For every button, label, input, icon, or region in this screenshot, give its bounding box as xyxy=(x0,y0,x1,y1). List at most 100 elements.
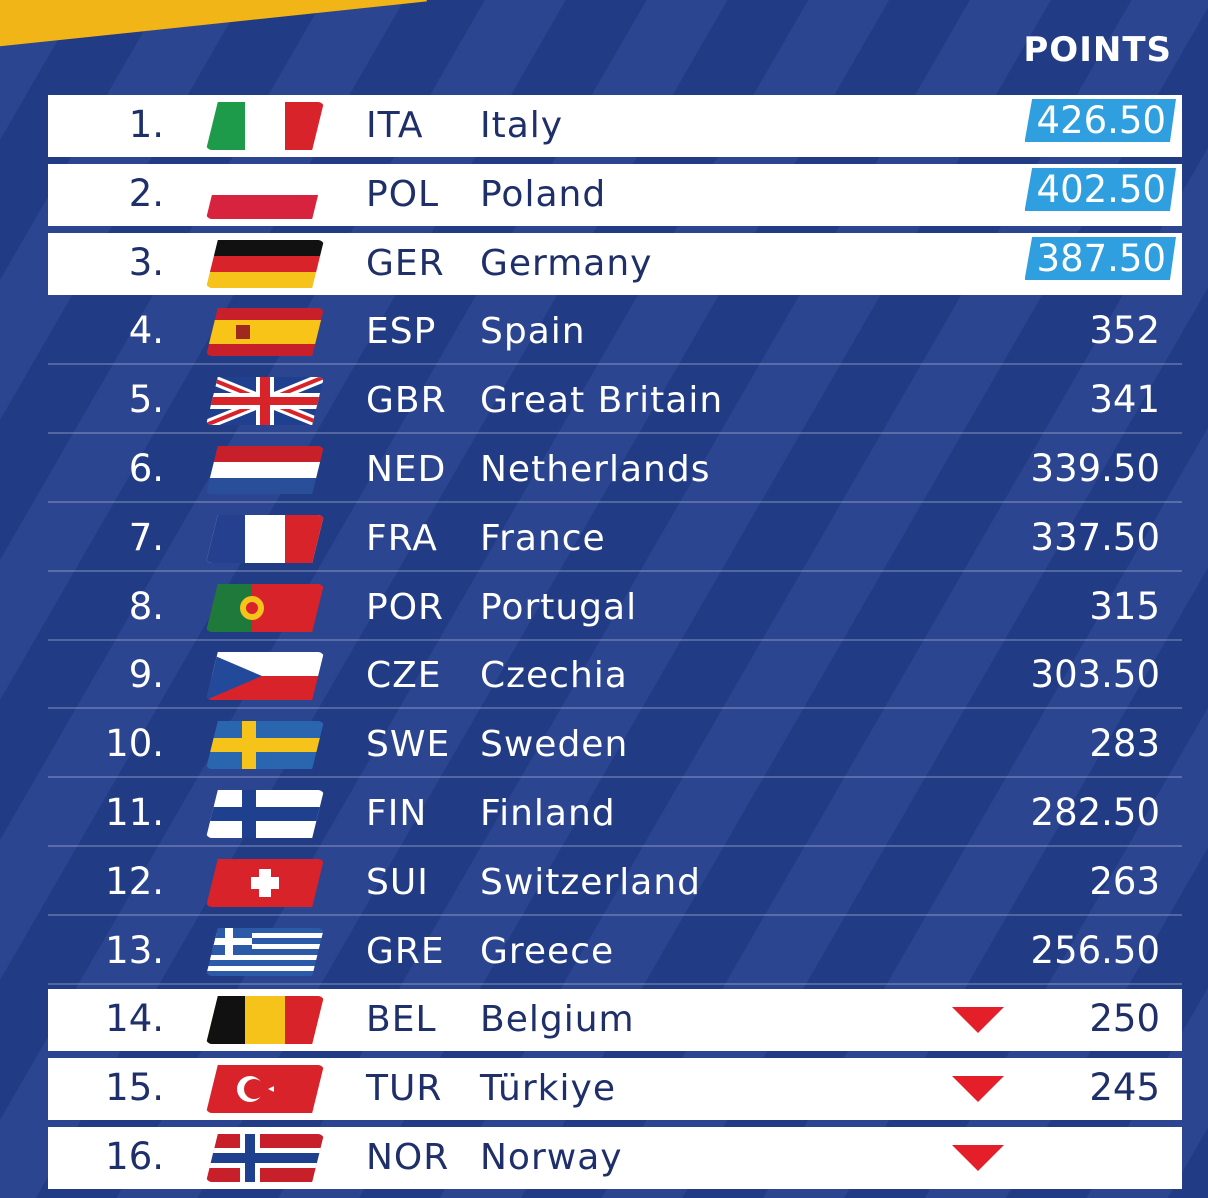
ranking-row-gre: 13. GRE Greece 256.50 xyxy=(48,921,1182,985)
ranking-row-ger: 3. GER Germany 387.50 xyxy=(48,233,1182,295)
norway-flag-icon xyxy=(206,1134,324,1182)
country-code: ESP xyxy=(366,311,436,352)
ranking-row-cze: 9. CZE Czechia 303.50 xyxy=(48,645,1182,709)
belgium-flag-icon xyxy=(206,996,324,1044)
rank-number: 2. xyxy=(129,172,164,215)
country-name: Italy xyxy=(480,105,563,146)
country-name: Portugal xyxy=(480,587,637,628)
finland-flag-icon xyxy=(206,790,324,838)
ranking-row-ned: 6. NED Netherlands 339.50 xyxy=(48,439,1182,503)
rank-number: 4. xyxy=(129,309,164,352)
rank-number: 14. xyxy=(105,997,164,1040)
country-name: Germany xyxy=(480,243,652,284)
points-value: 303.50 xyxy=(1031,653,1160,696)
points-value: 263 xyxy=(1089,860,1160,903)
sweden-flag-icon xyxy=(206,721,324,769)
ranking-row-swe: 10. SWE Sweden 283 xyxy=(48,714,1182,778)
country-code: ITA xyxy=(366,105,423,146)
points-value: 283 xyxy=(1089,722,1160,765)
points-value: 352 xyxy=(1089,309,1160,352)
points-value: 282.50 xyxy=(1031,791,1160,834)
rank-number: 16. xyxy=(105,1135,164,1178)
points-value: 245 xyxy=(1089,1066,1160,1109)
spain-flag-icon xyxy=(206,308,324,356)
greece-flag-icon xyxy=(206,928,324,976)
top-accent-stripe xyxy=(0,0,427,50)
country-code: CZE xyxy=(366,655,442,696)
rank-number: 7. xyxy=(129,516,164,559)
ranking-row-tur: 15. TUR Türkiye 245 xyxy=(48,1058,1182,1120)
country-code: GER xyxy=(366,243,445,284)
country-name: France xyxy=(480,518,606,559)
down-arrow-icon xyxy=(952,1076,1004,1102)
points-column-header: POINTS xyxy=(1023,30,1172,70)
ranking-row-bel: 14. BEL Belgium 250 xyxy=(48,989,1182,1051)
country-name: Norway xyxy=(480,1137,623,1178)
rank-number: 8. xyxy=(129,585,164,628)
italy-flag-icon xyxy=(206,102,324,150)
portugal-flag-icon xyxy=(206,584,324,632)
country-code: NED xyxy=(366,449,446,490)
country-name: Türkiye xyxy=(480,1068,616,1109)
country-code: POL xyxy=(366,174,439,215)
country-name: Great Britain xyxy=(480,380,723,421)
points-value: 341 xyxy=(1089,378,1160,421)
country-code: GRE xyxy=(366,931,445,972)
rank-number: 15. xyxy=(105,1066,164,1109)
rank-number: 5. xyxy=(129,378,164,421)
country-name: Sweden xyxy=(480,724,628,765)
ranking-row-gbr: 5. GBR Great Britain 341 xyxy=(48,370,1182,434)
czechia-flag-icon xyxy=(206,652,324,700)
rank-number: 1. xyxy=(129,103,164,146)
ranking-row-esp: 4. ESP Spain 352 xyxy=(48,301,1182,365)
great-britain-flag-icon xyxy=(206,377,324,425)
down-arrow-icon xyxy=(952,1007,1004,1033)
rank-number: 9. xyxy=(129,653,164,696)
country-code: TUR xyxy=(366,1068,442,1109)
country-name: Finland xyxy=(480,793,616,834)
country-code: SWE xyxy=(366,724,450,765)
netherlands-flag-icon xyxy=(206,446,324,494)
country-name: Spain xyxy=(480,311,586,352)
france-flag-icon xyxy=(206,515,324,563)
rank-number: 3. xyxy=(129,241,164,284)
country-name: Greece xyxy=(480,931,614,972)
country-code: SUI xyxy=(366,862,429,903)
poland-flag-icon xyxy=(206,171,324,219)
country-name: Czechia xyxy=(480,655,628,696)
down-arrow-icon xyxy=(952,1145,1004,1171)
germany-flag-icon xyxy=(206,240,324,288)
country-code: POR xyxy=(366,587,444,628)
rank-number: 10. xyxy=(105,722,164,765)
country-code: FIN xyxy=(366,793,427,834)
points-value: 426.50 xyxy=(1025,99,1176,142)
ranking-row-por: 8. POR Portugal 315 xyxy=(48,577,1182,641)
ranking-row-fin: 11. FIN Finland 282.50 xyxy=(48,783,1182,847)
watermark: @孟巍威猛 xyxy=(1040,1132,1180,1172)
rank-number: 11. xyxy=(105,791,164,834)
country-name: Poland xyxy=(480,174,606,215)
ranking-row-pol: 2. POL Poland 402.50 xyxy=(48,164,1182,226)
points-value: 315 xyxy=(1089,585,1160,628)
country-code: BEL xyxy=(366,999,437,1040)
rank-number: 12. xyxy=(105,860,164,903)
points-value: 256.50 xyxy=(1031,929,1160,972)
ranking-row-sui: 12. SUI Switzerland 263 xyxy=(48,852,1182,916)
switzerland-flag-icon xyxy=(206,859,324,907)
country-name: Netherlands xyxy=(480,449,710,490)
country-name: Switzerland xyxy=(480,862,701,903)
country-name: Belgium xyxy=(480,999,635,1040)
points-value: 387.50 xyxy=(1025,237,1176,280)
country-code: NOR xyxy=(366,1137,449,1178)
points-value: 337.50 xyxy=(1031,516,1160,559)
rank-number: 13. xyxy=(105,929,164,972)
points-value: 402.50 xyxy=(1025,168,1176,211)
ranking-row-ita: 1. ITA Italy 426.50 xyxy=(48,95,1182,157)
country-code: FRA xyxy=(366,518,438,559)
turkiye-flag-icon xyxy=(206,1065,324,1113)
rank-number: 6. xyxy=(129,447,164,490)
ranking-row-nor: 16. NOR Norway xyxy=(48,1127,1182,1189)
country-code: GBR xyxy=(366,380,447,421)
points-value: 339.50 xyxy=(1031,447,1160,490)
points-value: 250 xyxy=(1089,997,1160,1040)
